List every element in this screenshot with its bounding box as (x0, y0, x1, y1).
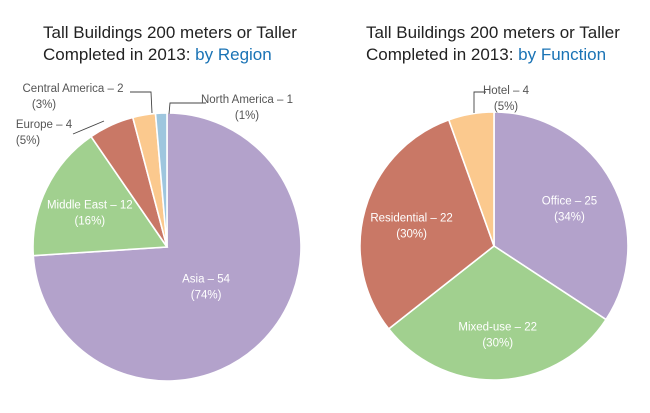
slice-label-central-america: Central America – 2 (23, 83, 124, 95)
leader-line-hotel (473, 91, 486, 113)
pie-slice-north-america (154, 112, 168, 248)
pie-labels: Office – 25 (34%) Mixed-use – 22 (30%) Resid… (370, 85, 597, 350)
slice-label-hotel: Hotel – 4 (483, 85, 530, 97)
function-chart-panel: Tall Buildings 200 meters or Taller Comp… (325, 0, 650, 413)
slice-label-europe-percent: (5%) (16, 135, 40, 147)
slice-label-office: Office – 25 (542, 195, 597, 207)
function-title-prefix: Completed in 2013: (366, 45, 519, 64)
pie-slice-hotel (447, 111, 495, 247)
pie-labels: Asia – 54 (74%) Middle East – 12 (16%) Europ… (16, 83, 293, 302)
slice-label-office-percent: (34%) (554, 211, 585, 223)
pie-slice-mixed-use (387, 245, 608, 381)
leader-line-north-america (168, 102, 206, 115)
slice-label-europe: Europe – 4 (16, 119, 73, 131)
function-title-accent: by Function (518, 45, 607, 64)
slice-label-residential: Residential – 22 (370, 212, 452, 224)
function-title-line1: Tall Buildings 200 meters or Taller (366, 23, 620, 42)
slice-label-north-america: North America – 1 (201, 94, 293, 106)
region-chart-title: Tall Buildings 200 meters or Taller Comp… (43, 22, 297, 66)
region-title-line2: Completed in 2013: by Region (43, 44, 297, 66)
pie-slices (32, 112, 302, 382)
slice-label-middle-east-percent: (16%) (74, 216, 105, 228)
region-title-line1: Tall Buildings 200 meters or Taller (43, 23, 297, 42)
slice-label-mixed-use: Mixed-use – 22 (458, 322, 537, 334)
region-title-prefix: Completed in 2013: (43, 45, 196, 64)
region-chart-panel: Tall Buildings 200 meters or Taller Comp… (16, 22, 302, 382)
slice-label-middle-east: Middle East – 12 (47, 200, 133, 212)
pie-slice-residential (359, 118, 495, 331)
region-pie-chart: Asia – 54 (74%) Middle East – 12 (16%) Europ… (16, 83, 302, 382)
pie-slices (359, 111, 629, 381)
slice-label-central-america-percent: (3%) (32, 99, 56, 111)
function-chart-title: Tall Buildings 200 meters or Taller Comp… (366, 22, 620, 66)
pie-slice-middle-east (32, 135, 169, 257)
slice-label-north-america-percent: (1%) (235, 110, 259, 122)
slice-label-hotel-percent: (5%) (494, 101, 518, 113)
function-pie-chart: Office – 25 (34%) Mixed-use – 22 (30%) Resid… (359, 85, 629, 381)
slice-label-mixed-use-percent: (30%) (482, 338, 513, 350)
slice-label-asia: Asia – 54 (182, 274, 231, 286)
leader-line-central-america (130, 91, 153, 114)
slice-label-asia-percent: (74%) (191, 290, 222, 302)
slice-label-residential-percent: (30%) (396, 228, 427, 240)
function-title-line2: Completed in 2013: by Function (366, 44, 620, 66)
region-title-accent: by Region (195, 45, 272, 64)
leader-line-europe (72, 120, 105, 135)
